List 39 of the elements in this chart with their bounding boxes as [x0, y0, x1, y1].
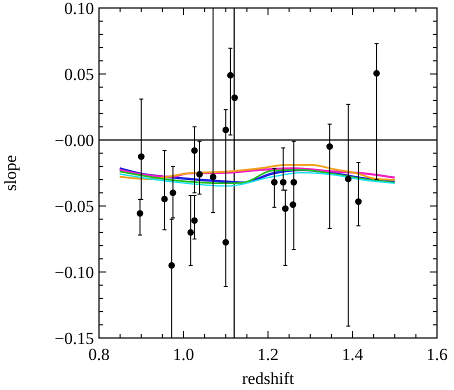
x-tick-label: 1.6 [426, 345, 448, 364]
point [271, 178, 278, 186]
line-series [118, 164, 396, 181]
point [344, 176, 352, 182]
y-tick-label: 0.05 [64, 64, 94, 84]
point [222, 126, 230, 134]
point [136, 210, 144, 217]
y-axis-title: slope [1, 155, 20, 191]
point [227, 72, 234, 79]
y-tick-label: −0.15 [54, 328, 94, 348]
line-series [119, 172, 396, 187]
point [191, 147, 198, 154]
y-tick-label: −0.05 [54, 196, 94, 216]
y-tick-label: −0.00 [54, 130, 94, 150]
x-tick-label: 1.2 [257, 345, 279, 364]
y-tick-label: 0.10 [64, 0, 94, 18]
point [170, 190, 176, 196]
point [187, 229, 194, 236]
point [168, 262, 175, 269]
point [373, 70, 380, 77]
x-tick-label: 0.8 [88, 345, 110, 364]
point [326, 143, 333, 150]
point [282, 205, 289, 212]
x-tick-label: 1.0 [172, 345, 194, 364]
point [280, 178, 287, 186]
point [210, 174, 216, 180]
point [222, 239, 230, 246]
point [355, 198, 362, 205]
point [191, 217, 198, 224]
x-axis-title: redshift [242, 369, 294, 388]
point [138, 153, 145, 160]
point [196, 171, 203, 178]
point [290, 201, 296, 208]
point [231, 94, 238, 102]
point [161, 196, 168, 202]
line-series [118, 167, 396, 179]
y-tick-label: −0.10 [54, 262, 94, 282]
x-tick-label: 1.4 [342, 345, 364, 364]
point [290, 178, 298, 186]
